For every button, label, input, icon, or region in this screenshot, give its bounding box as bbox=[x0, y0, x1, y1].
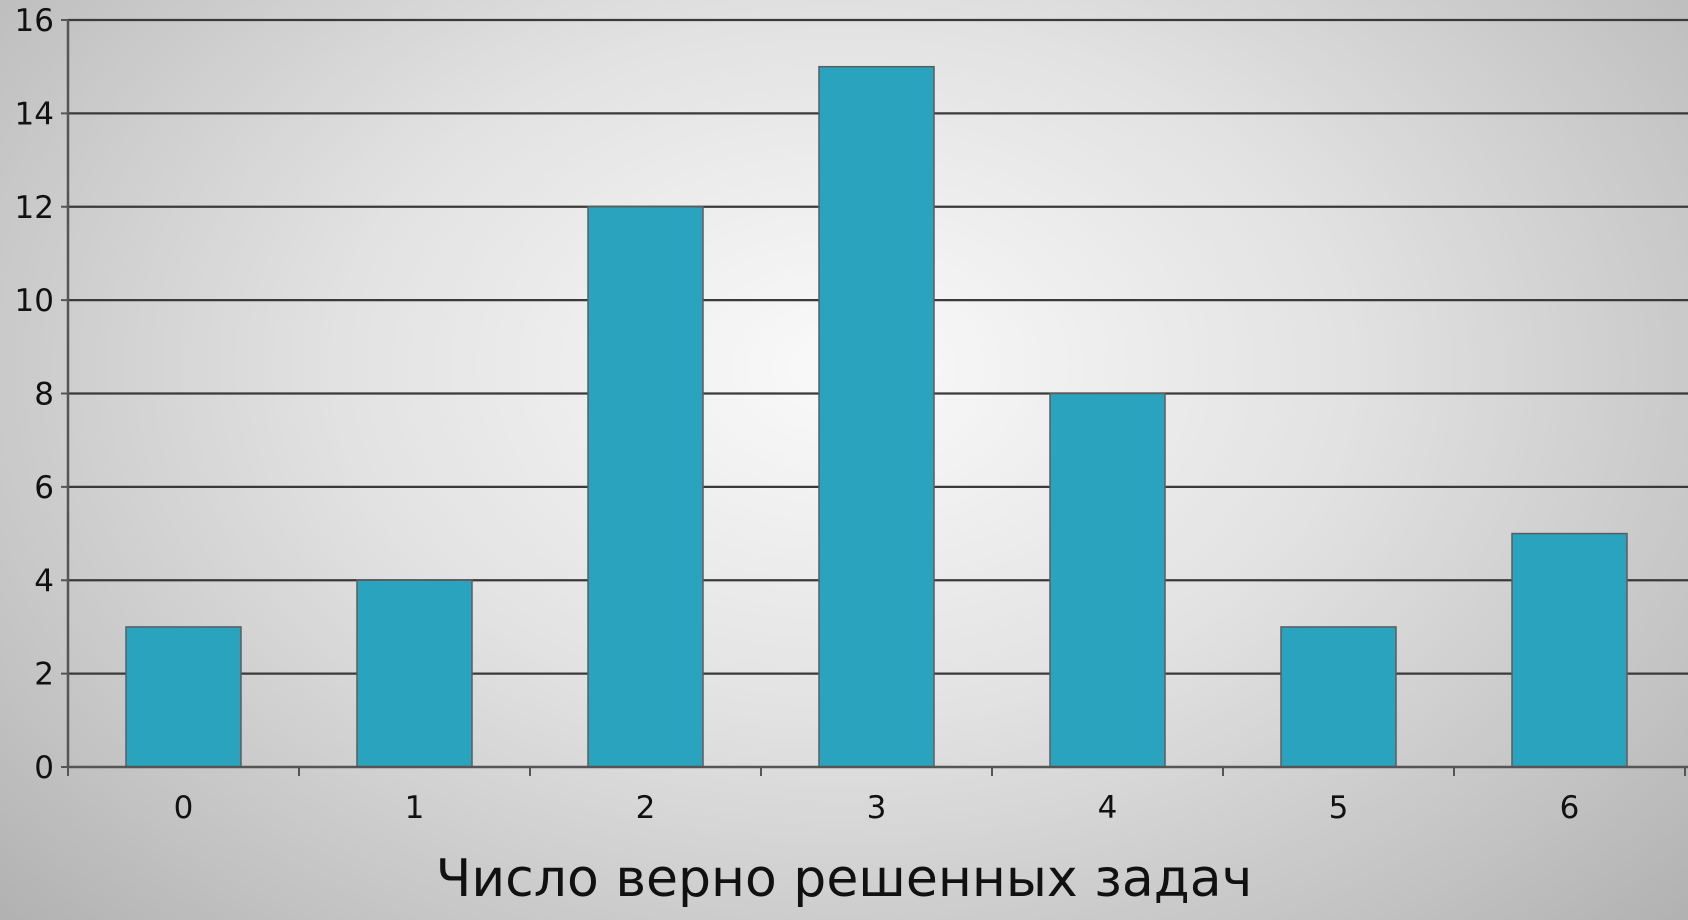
x-tick-label-3: 3 bbox=[867, 790, 887, 826]
bar-3 bbox=[818, 65, 935, 768]
x-tick-label-2: 2 bbox=[636, 790, 656, 826]
x-tick-label-4: 4 bbox=[1098, 790, 1118, 826]
y-tick-labels: 0 2 4 6 8 10 12 14 16 bbox=[15, 3, 54, 786]
axes bbox=[61, 19, 1688, 776]
y-tick-label: 6 bbox=[34, 470, 54, 506]
bar-5 bbox=[1280, 626, 1397, 768]
x-tick-label-6: 6 bbox=[1560, 790, 1580, 826]
y-tick-label: 8 bbox=[34, 377, 54, 413]
y-tick-label: 16 bbox=[15, 3, 54, 39]
x-tick-label-0: 0 bbox=[174, 790, 194, 826]
y-tick-label: 12 bbox=[15, 190, 54, 226]
x-tick-labels: 0 1 2 3 4 5 6 bbox=[174, 790, 1580, 826]
y-tick-label: 14 bbox=[15, 96, 54, 132]
bar-1 bbox=[356, 579, 473, 768]
bar-0 bbox=[125, 626, 242, 768]
x-axis-title: Число верно решенных задач bbox=[435, 849, 1253, 909]
bars bbox=[125, 65, 1628, 768]
bar-2 bbox=[587, 206, 704, 768]
x-tick-label-5: 5 bbox=[1329, 790, 1349, 826]
bar-6 bbox=[1511, 532, 1628, 768]
bar-4 bbox=[1049, 392, 1166, 768]
x-tick-label-1: 1 bbox=[405, 790, 425, 826]
y-tick-label: 4 bbox=[34, 563, 54, 599]
y-tick-label: 10 bbox=[15, 283, 54, 319]
y-tick-label: 0 bbox=[34, 750, 54, 786]
y-tick-label: 2 bbox=[34, 657, 54, 693]
